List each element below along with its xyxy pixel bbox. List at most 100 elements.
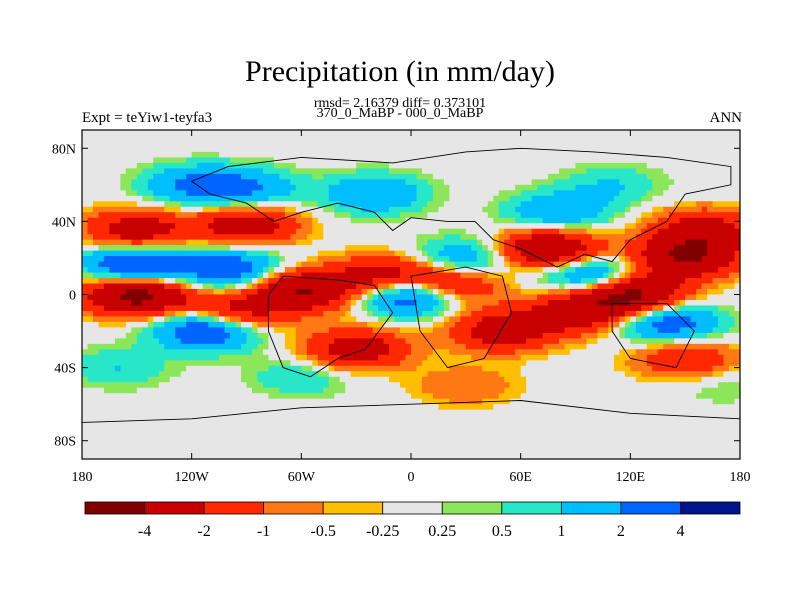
field-cell	[169, 354, 176, 361]
field-cell	[405, 223, 412, 230]
field-cell	[723, 343, 730, 350]
field-cell	[251, 157, 258, 164]
field-cell	[312, 195, 319, 202]
field-cell	[668, 343, 675, 350]
field-cell	[301, 140, 308, 147]
field-cell	[361, 157, 368, 164]
field-cell	[586, 234, 593, 241]
field-cell	[262, 157, 269, 164]
field-cell	[542, 206, 549, 213]
field-cell	[147, 140, 154, 147]
field-cell	[251, 206, 258, 213]
field-cell	[367, 343, 374, 350]
field-cell	[548, 256, 554, 262]
field-cell	[729, 151, 735, 158]
field-cell	[180, 256, 187, 262]
field-cell	[175, 157, 182, 164]
field-cell	[290, 316, 297, 323]
field-cell	[498, 162, 505, 169]
field-cell	[109, 294, 116, 301]
field-cell	[608, 157, 615, 164]
field-cell	[624, 173, 631, 180]
field-cell	[378, 299, 384, 306]
field-cell	[575, 278, 582, 284]
field-cell	[405, 234, 412, 241]
field-cell	[284, 354, 291, 361]
field-cell	[432, 283, 439, 290]
field-cell	[295, 184, 302, 191]
field-cell	[383, 256, 390, 262]
field-cell	[92, 223, 99, 230]
field-cell	[290, 354, 297, 361]
field-cell	[696, 349, 703, 356]
field-cell	[421, 349, 428, 356]
field-cell	[515, 283, 522, 290]
field-cell	[443, 162, 450, 169]
field-cell	[504, 201, 511, 208]
field-cell	[630, 234, 637, 241]
field-cell	[526, 234, 533, 241]
field-cell	[400, 239, 406, 246]
field-cell	[635, 294, 642, 301]
field-cell	[334, 168, 341, 175]
field-cell	[114, 338, 121, 345]
field-cell	[290, 349, 297, 356]
field-cell	[663, 130, 670, 136]
field-cell	[328, 294, 335, 301]
field-cell	[219, 310, 225, 317]
field-cell	[306, 140, 313, 147]
field-cell	[652, 228, 659, 235]
field-cell	[438, 294, 445, 301]
field-cell	[624, 310, 631, 317]
field-cell	[449, 179, 456, 186]
field-cell	[696, 184, 703, 191]
field-cell	[619, 332, 626, 339]
field-cell	[400, 278, 406, 284]
field-cell	[262, 195, 269, 202]
field-cell	[729, 305, 735, 312]
field-cell	[87, 201, 94, 208]
field-cell	[367, 195, 374, 202]
field-cell	[262, 140, 269, 147]
field-cell	[465, 223, 472, 230]
field-cell	[690, 151, 697, 158]
field-cell	[416, 327, 423, 334]
field-cell	[619, 223, 626, 230]
field-cell	[301, 173, 308, 180]
field-cell	[389, 349, 395, 356]
field-cell	[690, 146, 697, 153]
field-cell	[383, 146, 390, 153]
field-cell	[602, 135, 609, 142]
field-cell	[548, 184, 554, 191]
field-cell	[350, 168, 357, 175]
field-cell	[542, 195, 549, 202]
field-cell	[394, 239, 401, 246]
field-cell	[663, 283, 670, 290]
field-cell	[257, 212, 264, 219]
field-cell	[361, 261, 368, 268]
field-cell	[597, 135, 604, 142]
field-cell	[471, 294, 478, 301]
field-cell	[498, 272, 505, 279]
field-cell	[383, 206, 390, 213]
field-cell	[345, 316, 352, 323]
field-cell	[597, 239, 604, 246]
field-cell	[262, 294, 269, 301]
field-cell	[92, 135, 99, 142]
field-cell	[295, 267, 302, 273]
field-cell	[460, 223, 467, 230]
field-cell	[674, 321, 681, 328]
field-cell	[696, 168, 703, 175]
field-cell	[504, 283, 511, 290]
field-cell	[235, 289, 242, 295]
field-cell	[114, 184, 121, 191]
field-cell	[87, 151, 94, 158]
field-cell	[241, 212, 247, 219]
field-cell	[449, 217, 456, 224]
field-cell	[685, 294, 692, 301]
field-cell	[471, 195, 478, 202]
field-cell	[361, 239, 368, 246]
field-cell	[394, 299, 401, 306]
field-cell	[350, 179, 357, 186]
field-cell	[641, 201, 648, 208]
